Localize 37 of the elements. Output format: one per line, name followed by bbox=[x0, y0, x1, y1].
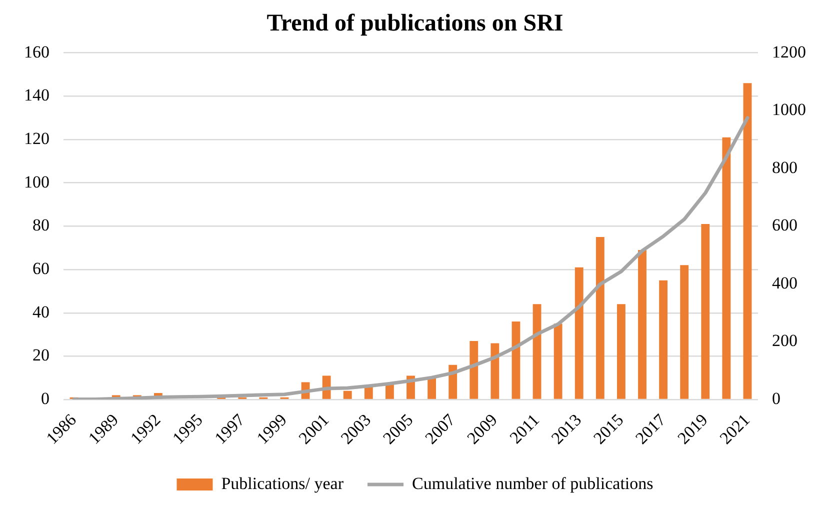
bar bbox=[743, 83, 752, 399]
bar bbox=[428, 378, 436, 399]
y2-tick-label: 0 bbox=[772, 389, 780, 408]
chart-title: Trend of publications on SRI bbox=[266, 10, 564, 37]
bar bbox=[512, 322, 520, 399]
y2-tick-label: 1000 bbox=[772, 100, 806, 120]
y-tick-label: 160 bbox=[24, 42, 50, 62]
bar bbox=[385, 384, 394, 399]
y-tick-label: 140 bbox=[24, 86, 50, 105]
y-tick-label: 80 bbox=[32, 216, 50, 235]
y-tick-label: 60 bbox=[32, 258, 50, 278]
y-tick-label: 20 bbox=[32, 346, 50, 365]
y-tick-label: 120 bbox=[24, 128, 50, 148]
y-tick-label: 100 bbox=[24, 172, 50, 192]
y2-tick-label: 1200 bbox=[772, 42, 806, 62]
y2-tick-label: 400 bbox=[772, 273, 798, 292]
y-tick-label: 0 bbox=[41, 389, 50, 408]
bar bbox=[343, 390, 352, 399]
y2-tick-label: 600 bbox=[772, 216, 798, 235]
legend-label: Publications/ year bbox=[221, 474, 344, 493]
y2-tick-label: 800 bbox=[772, 158, 798, 177]
legend-label: Cumulative number of publications bbox=[412, 474, 654, 493]
bar bbox=[659, 280, 668, 399]
bar bbox=[701, 224, 710, 399]
bar bbox=[638, 250, 646, 399]
bar bbox=[470, 341, 478, 399]
bar bbox=[574, 267, 584, 399]
bar bbox=[532, 304, 542, 399]
y2-tick-label: 200 bbox=[772, 331, 798, 350]
bar bbox=[680, 265, 689, 399]
bar bbox=[722, 137, 731, 399]
bar bbox=[596, 237, 604, 399]
bar bbox=[490, 343, 500, 399]
y-tick-label: 40 bbox=[32, 302, 50, 322]
bar bbox=[616, 304, 626, 399]
bar bbox=[364, 386, 373, 399]
bar bbox=[554, 324, 562, 399]
